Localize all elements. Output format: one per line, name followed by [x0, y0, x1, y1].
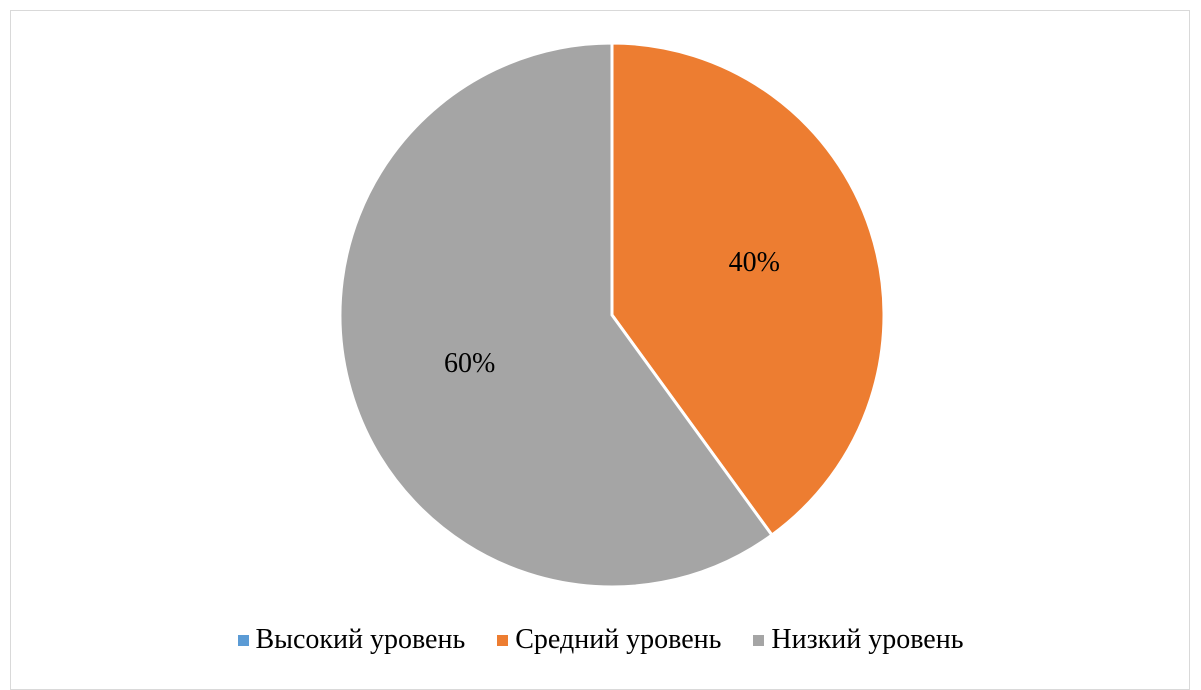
legend-swatch-medium: [497, 634, 509, 646]
legend-item-medium: Средний уровень: [497, 624, 721, 656]
data-label-low: 60%: [444, 348, 495, 379]
pie-slice-medium: [610, 41, 886, 538]
legend-label-high: Высокий уровень: [255, 624, 466, 655]
legend-item-high: Высокий уровень: [237, 624, 466, 656]
legend-swatch-high: [237, 634, 249, 646]
pie-slice-low: [338, 41, 774, 589]
data-label-medium: 40%: [729, 247, 780, 278]
legend-label-low: Низкий уровень: [771, 624, 964, 655]
legend-label-medium: Средний уровень: [515, 624, 722, 655]
legend-swatch-low: [753, 634, 765, 646]
legend-item-low: Низкий уровень: [753, 624, 963, 656]
legend: Высокий уровень Средний уровень Низкий у…: [0, 624, 1201, 656]
